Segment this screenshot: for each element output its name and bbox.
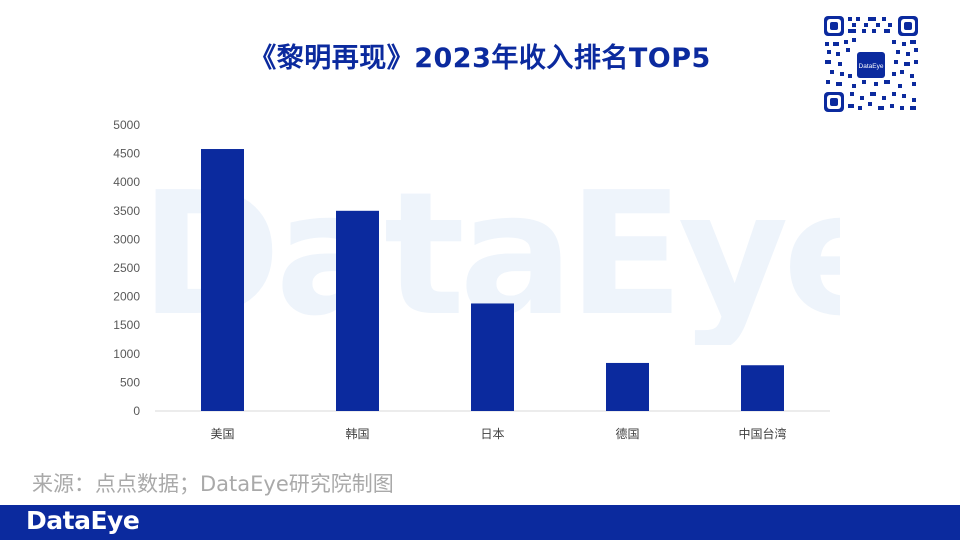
chart-title: 《黎明再现》2023年收入排名TOP5	[249, 43, 711, 74]
qr-code-icon: DataEye	[822, 14, 920, 114]
bars-group	[201, 149, 784, 412]
qr-center-label: DataEye	[859, 63, 884, 70]
y-axis: 0 500 1000 1500 2000 2500 3000 3500 4000 4500 5000	[113, 118, 140, 418]
bar-3	[606, 362, 649, 411]
y-tick-label-3: 1500	[113, 318, 140, 332]
source-note: 来源：点点数据；DataEye研究院制图	[32, 472, 394, 496]
y-tick-label-7: 3500	[113, 204, 140, 218]
footer-logo: DataEye	[26, 506, 140, 535]
y-tick-label-0: 0	[133, 404, 140, 418]
x-tick-label-2: 日本	[480, 427, 504, 441]
bar-1	[336, 210, 379, 411]
y-tick-label-8: 4000	[113, 175, 140, 189]
x-tick-label-1: 韩国	[345, 426, 369, 441]
y-tick-label-4: 2000	[113, 290, 140, 304]
y-tick-label-2: 1000	[113, 347, 140, 361]
footer-bar: DataEye	[0, 505, 960, 540]
y-tick-label-9: 4500	[113, 147, 140, 161]
y-tick-label-1: 500	[120, 375, 140, 389]
y-tick-label-6: 3000	[113, 232, 140, 246]
bar-2	[471, 303, 514, 411]
bar-chart: 0 500 1000 1500 2000 2500 3000 3500 4000 4500 5000…	[113, 118, 830, 441]
y-tick-label-5: 2500	[113, 261, 140, 275]
x-tick-label-4: 中国台湾	[738, 426, 786, 441]
x-axis: 美国 韩国 日本 德国 中国台湾	[155, 410, 830, 441]
qr-code-graphic: DataEye	[822, 14, 920, 114]
y-tick-label-10: 5000	[113, 118, 140, 132]
x-tick-label-3: 德国	[615, 426, 639, 441]
bar-0	[201, 149, 244, 412]
bar-4	[741, 365, 784, 411]
x-tick-label-0: 美国	[210, 427, 234, 441]
